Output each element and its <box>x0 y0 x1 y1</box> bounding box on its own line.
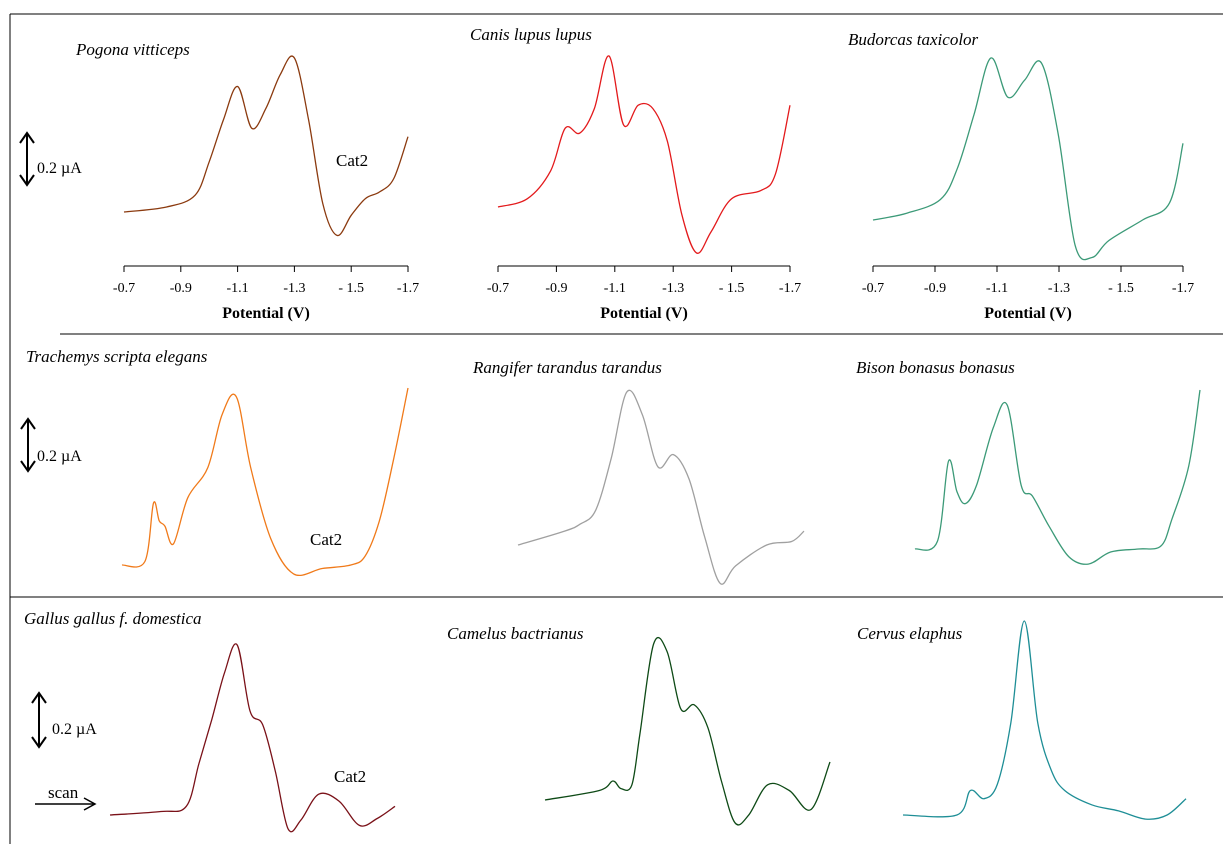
curve-canis <box>497 55 791 254</box>
species-label-cervus: Cervus elaphus <box>857 624 963 643</box>
x-tick-label: -1.1 <box>986 281 1008 296</box>
curve-budorcas <box>872 57 1184 261</box>
x-tick-label: -1.3 <box>283 281 305 296</box>
scale-bar-label: 0.2 µA <box>37 160 82 177</box>
x-axis-title: Potential (V) <box>984 305 1072 322</box>
curve-rangifer <box>517 389 805 585</box>
curve-pogona <box>123 55 409 237</box>
x-tick-label: -1.3 <box>1048 281 1070 296</box>
x-tick-label: -1.3 <box>662 281 684 296</box>
species-label-trachemys: Trachemys scripta elegans <box>26 347 208 366</box>
x-tick-label: - 1.5 <box>1108 281 1134 296</box>
scale-bar-row1: 0.2 µA <box>19 131 82 187</box>
curve-camelus <box>544 636 831 826</box>
species-label-bison: Bison bonasus bonasus <box>856 358 1015 377</box>
species-label-budorcas: Budorcas taxicolor <box>848 30 979 49</box>
x-tick-label: -1.7 <box>1172 281 1194 296</box>
scan-label: scan <box>48 783 79 802</box>
x-tick-label: -0.9 <box>170 281 192 296</box>
scale-bar-row2: 0.2 µA <box>20 417 82 473</box>
scale-bar-row3: 0.2 µA <box>31 691 97 749</box>
arrow-head-down-icon <box>20 460 36 473</box>
x-tick-label: -0.9 <box>924 281 946 296</box>
curve-gallus <box>109 643 396 833</box>
scale-bar-label: 0.2 µA <box>37 448 82 465</box>
x-axis-title: Potential (V) <box>600 305 688 322</box>
scale-bar-label: 0.2 µA <box>52 721 97 738</box>
cat2-label-pogona: Cat2 <box>336 151 368 170</box>
x-tick-label: -1.1 <box>604 281 626 296</box>
species-label-pogona: Pogona vitticeps <box>75 40 190 59</box>
voltammogram-curves <box>109 55 1201 833</box>
x-tick-label: -1.7 <box>779 281 801 296</box>
x-tick-label: - 1.5 <box>338 281 364 296</box>
x-axis-canis: -0.7 -0.9 -1.1 -1.3 - 1.5 -1.7 Potential (V) <box>487 265 801 322</box>
x-tick-label: -0.7 <box>487 281 509 296</box>
x-tick-label: - 1.5 <box>719 281 745 296</box>
species-label-gallus: Gallus gallus f. domestica <box>24 609 202 628</box>
x-axis-pogona: -0.7 -0.9 -1.1 -1.3 - 1.5 -1.7 Potential (V) <box>113 265 419 322</box>
curve-cervus <box>902 620 1187 820</box>
arrow-head-up-icon <box>20 417 36 430</box>
x-tick-label: -0.7 <box>113 281 135 296</box>
arrow-right-icon <box>83 797 97 811</box>
curve-trachemys <box>121 387 409 577</box>
x-axis-title: Potential (V) <box>222 305 310 322</box>
curve-bison <box>914 389 1201 565</box>
x-tick-label: -1.1 <box>227 281 249 296</box>
x-axis-budorcas: -0.7 -0.9 -1.1 -1.3 - 1.5 -1.7 Potential (V) <box>862 265 1194 322</box>
cat2-label-gallus: Cat2 <box>334 767 366 786</box>
arrow-head-down-icon <box>19 174 35 187</box>
arrow-head-down-icon <box>31 736 47 749</box>
x-tick-label: -1.7 <box>397 281 419 296</box>
arrow-head-up-icon <box>19 131 35 144</box>
scan-direction: scan <box>35 783 97 811</box>
species-label-camelus: Camelus bactrianus <box>447 624 584 643</box>
species-label-rangifer: Rangifer tarandus tarandus <box>472 358 662 377</box>
arrow-head-up-icon <box>31 691 47 704</box>
panel-frame <box>9 13 1223 844</box>
x-tick-label: -0.9 <box>545 281 567 296</box>
species-label-canis: Canis lupus lupus <box>470 25 592 44</box>
x-tick-label: -0.7 <box>862 281 884 296</box>
cat2-label-trachemys: Cat2 <box>310 530 342 549</box>
